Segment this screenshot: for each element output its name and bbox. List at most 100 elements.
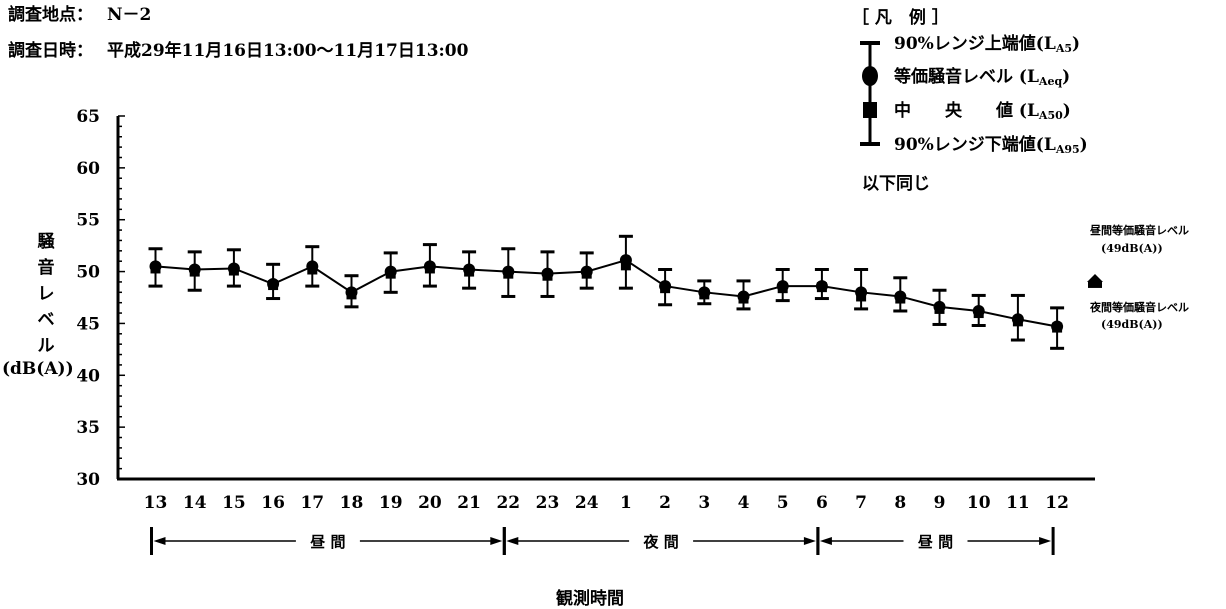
y-label-char: ベ bbox=[38, 310, 55, 330]
x-tick-label: 9 bbox=[934, 493, 946, 513]
y-label-char: 音 bbox=[38, 257, 55, 278]
y-label-char: レ bbox=[38, 284, 55, 304]
period-bracket: 夜 間 bbox=[502, 527, 820, 555]
laeq-line bbox=[155, 259, 1058, 328]
circle-marker-icon bbox=[862, 66, 878, 86]
survey-datetime: 調査日時： 平成29年11月16日13:00～11月17日13:00 bbox=[8, 36, 468, 61]
laeq-point bbox=[384, 265, 397, 278]
datetime-label: 調査日時： bbox=[8, 41, 93, 61]
arrow-right-icon bbox=[1039, 537, 1052, 545]
period-label: 夜 間 bbox=[642, 533, 678, 551]
y-tick-label: 65 bbox=[76, 107, 100, 127]
annotations: 昼間等価騒音レベル (49dB(A)) 夜間等価騒音レベル (49dB(A)) bbox=[1087, 223, 1189, 331]
arrow-left-icon bbox=[506, 537, 519, 545]
y-label-char: ル bbox=[38, 336, 55, 356]
location-label: 調査地点： bbox=[8, 5, 93, 25]
x-tick-label: 19 bbox=[379, 493, 403, 513]
x-tick-label: 13 bbox=[144, 493, 168, 513]
period-bracket: 昼 間 bbox=[150, 527, 506, 555]
square-marker-icon bbox=[863, 102, 877, 118]
x-tick-label: 2 bbox=[659, 493, 671, 513]
period-label: 昼 間 bbox=[310, 533, 345, 551]
laeq-point bbox=[659, 280, 672, 293]
x-tick-label: 8 bbox=[894, 493, 906, 513]
datetime-value: 平成29年11月16日13:00～11月17日13:00 bbox=[107, 41, 469, 61]
laeq-point bbox=[149, 260, 162, 273]
night-annotation-value: (49dB(A)) bbox=[1101, 318, 1163, 331]
x-tick-label: 12 bbox=[1045, 493, 1069, 513]
arrow-left-icon bbox=[153, 537, 166, 545]
laeq-point bbox=[894, 290, 907, 303]
laeq-point bbox=[345, 286, 358, 299]
legend-label: 90%レンジ下端値(LA95) bbox=[894, 134, 1088, 156]
laeq-point bbox=[855, 286, 868, 299]
laeq-point bbox=[463, 263, 476, 276]
x-tick-label: 5 bbox=[777, 493, 789, 513]
legend-title: ［ 凡 例 ］ bbox=[852, 7, 949, 28]
laeq-point bbox=[502, 265, 515, 278]
y-tick-label: 35 bbox=[76, 418, 100, 438]
y-tick-label: 55 bbox=[76, 211, 100, 231]
legend-label: 中 央 値 (LA50) bbox=[894, 100, 1071, 122]
laeq-point bbox=[698, 286, 711, 299]
y-tick-label: 40 bbox=[76, 366, 100, 386]
x-tick-label: 3 bbox=[698, 493, 710, 513]
x-tick-label: 18 bbox=[340, 493, 364, 513]
day-annotation-value: (49dB(A)) bbox=[1101, 242, 1163, 255]
laeq-point bbox=[933, 300, 946, 313]
y-axis-label: 騒音レベル (dB(A)) bbox=[2, 232, 74, 379]
laeq-point bbox=[227, 262, 240, 275]
day-level-marker bbox=[1087, 273, 1103, 282]
laeq-point bbox=[737, 290, 750, 303]
laeq-point bbox=[306, 260, 319, 273]
legend-note: 以下同じ bbox=[862, 174, 930, 194]
x-tick-label: 10 bbox=[967, 493, 991, 513]
period-bracket: 昼 間 bbox=[816, 527, 1055, 555]
period-label: 昼 間 bbox=[918, 533, 953, 551]
y-tick-label: 60 bbox=[76, 159, 100, 179]
laeq-point bbox=[580, 265, 593, 278]
x-tick-label: 4 bbox=[738, 493, 750, 513]
x-tick-label: 14 bbox=[183, 493, 207, 513]
x-tick-label: 15 bbox=[222, 493, 246, 513]
y-tick-label: 30 bbox=[76, 470, 100, 490]
x-tick-label: 23 bbox=[536, 493, 560, 513]
y-tick-label: 50 bbox=[76, 263, 100, 283]
arrow-left-icon bbox=[819, 537, 832, 545]
location-value: N－2 bbox=[107, 5, 152, 25]
y-label-unit: (dB(A)) bbox=[2, 359, 74, 379]
legend-label: 90%レンジ上端値(LA5) bbox=[894, 33, 1080, 55]
x-tick-label: 16 bbox=[261, 493, 285, 513]
legend-item-a95: 90%レンジ下端値(LA95) bbox=[860, 132, 1088, 156]
laeq-point bbox=[267, 278, 280, 291]
x-tick-label: 7 bbox=[855, 493, 867, 513]
arrow-right-icon bbox=[490, 537, 503, 545]
laeq-point bbox=[619, 254, 632, 267]
laeq-point bbox=[423, 260, 436, 273]
x-tick-label: 6 bbox=[816, 493, 828, 513]
legend: ［ 凡 例 ］ 90%レンジ上端値(LA5) 等価騒音レベル (LAeq) 中 央 … bbox=[852, 7, 1088, 194]
y-tick-label: 45 bbox=[76, 314, 100, 334]
x-tick-label: 1 bbox=[620, 493, 632, 513]
legend-item-a5: 90%レンジ上端値(LA5) bbox=[860, 33, 1080, 55]
laeq-point bbox=[541, 267, 554, 280]
x-tick-label: 17 bbox=[300, 493, 324, 513]
laeq-point bbox=[1011, 313, 1024, 326]
night-annotation-text: 夜間等価騒音レベル bbox=[1089, 300, 1189, 314]
day-annotation-text: 昼間等価騒音レベル bbox=[1089, 223, 1189, 237]
x-tick-label: 21 bbox=[457, 493, 481, 513]
x-tick-label: 11 bbox=[1006, 493, 1030, 513]
arrow-right-icon bbox=[803, 537, 816, 545]
plot-area bbox=[148, 234, 1065, 350]
period-brackets: 昼 間夜 間昼 間 bbox=[150, 527, 1055, 555]
night-level-marker bbox=[1088, 281, 1102, 288]
x-tick-label: 20 bbox=[418, 493, 442, 513]
laeq-point bbox=[972, 304, 985, 317]
legend-item-a50: 中 央 値 (LA50) bbox=[863, 88, 1071, 132]
legend-label: 等価騒音レベル (LAeq) bbox=[894, 66, 1070, 88]
x-tick-label: 22 bbox=[496, 493, 520, 513]
laeq-point bbox=[776, 280, 789, 293]
laeq-point bbox=[815, 280, 828, 293]
